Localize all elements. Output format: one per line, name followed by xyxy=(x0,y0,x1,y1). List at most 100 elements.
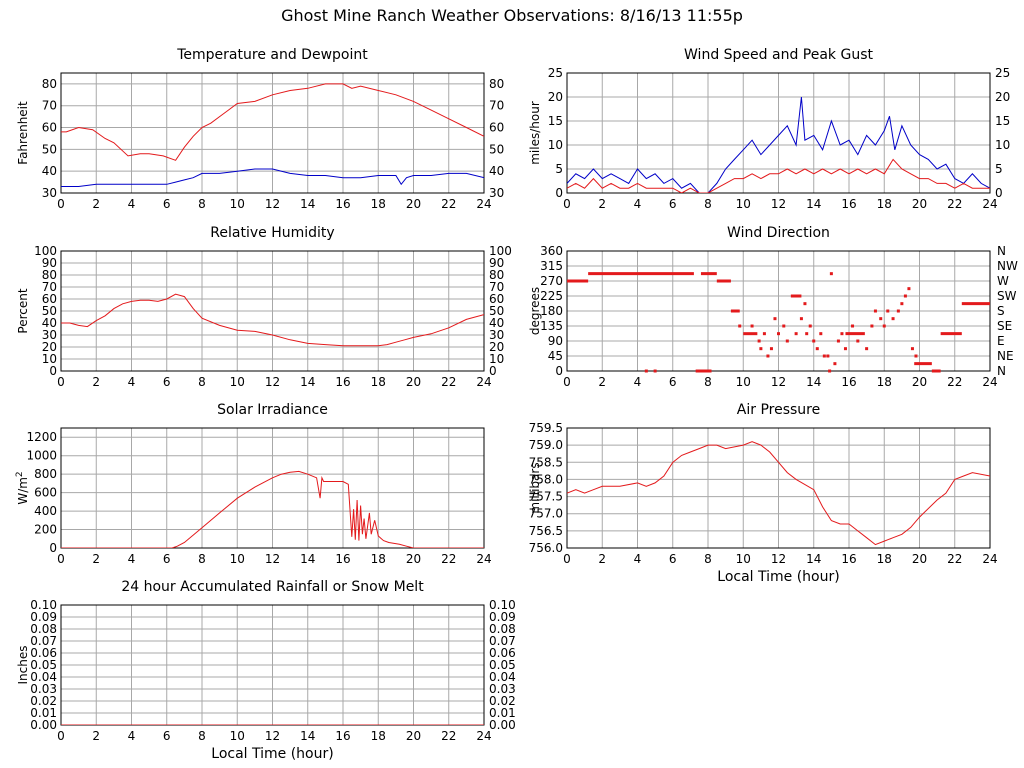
compass-label: NW xyxy=(997,259,1018,273)
direction-point xyxy=(808,324,812,328)
x-tick-label: 6 xyxy=(669,552,677,566)
y-tick-label: 0.10 xyxy=(30,598,57,612)
direction-point xyxy=(805,332,809,336)
x-tick-label: 14 xyxy=(806,375,821,389)
direction-point xyxy=(851,324,855,328)
y-tick-label: 60 xyxy=(42,121,57,135)
x-tick-label: 14 xyxy=(300,729,315,743)
y-tick-label: 0.03 xyxy=(30,682,57,696)
y-tick-label-right: 0.05 xyxy=(489,658,516,672)
series-line xyxy=(61,293,484,347)
y-tick-label-right: 0 xyxy=(995,186,1003,200)
y-tick-label-right: 0.09 xyxy=(489,610,516,624)
chart-title: Temperature and Dewpoint xyxy=(176,47,368,63)
y-axis-label: W/m2 xyxy=(15,471,30,504)
x-tick-label: 20 xyxy=(406,197,421,211)
x-tick-label: 6 xyxy=(163,197,171,211)
x-tick-label: 0 xyxy=(563,375,571,389)
x-tick-label: 2 xyxy=(92,375,100,389)
plot-frame xyxy=(566,72,991,194)
compass-label: S xyxy=(997,304,1005,318)
y-tick-label: 20 xyxy=(42,340,57,354)
direction-point xyxy=(644,369,648,373)
x-tick-label: 10 xyxy=(230,729,245,743)
compass-label: SE xyxy=(997,319,1012,333)
y-tick-label: 5 xyxy=(555,162,563,176)
plot-frame xyxy=(566,250,991,372)
x-tick-label: 8 xyxy=(198,197,206,211)
y-axis-label: Inches xyxy=(16,646,30,685)
chart-title: Relative Humidity xyxy=(210,225,334,241)
x-tick-label: 0 xyxy=(57,375,65,389)
y-tick-label-right: 50 xyxy=(489,304,504,318)
x-tick-label: 6 xyxy=(163,552,171,566)
y-tick-label: 0.01 xyxy=(30,706,57,720)
chart-title: Wind Direction xyxy=(727,225,830,241)
x-tick-label: 6 xyxy=(669,197,677,211)
y-tick-label: 50 xyxy=(42,304,57,318)
y-tick-label: 80 xyxy=(42,77,57,91)
y-tick-label-right: 0.10 xyxy=(489,598,516,612)
y-tick-label: 10 xyxy=(42,352,57,366)
y-tick-label-right: 0.00 xyxy=(489,718,516,732)
y-axis-label-sup: 2 xyxy=(15,471,25,477)
direction-point xyxy=(766,354,770,358)
x-tick-label: 12 xyxy=(265,729,280,743)
direction-point xyxy=(794,332,798,336)
y-tick-label: 15 xyxy=(548,114,563,128)
x-tick-label: 22 xyxy=(947,552,962,566)
x-tick-label: 8 xyxy=(198,375,206,389)
direction-point xyxy=(856,339,860,343)
y-tick-label-right: 40 xyxy=(489,164,504,178)
x-tick-label: 12 xyxy=(771,375,786,389)
x-tick-label: 2 xyxy=(92,197,100,211)
x-tick-label: 2 xyxy=(598,552,606,566)
x-tick-label: 8 xyxy=(704,197,712,211)
direction-point xyxy=(829,272,833,276)
y-tick-label: 80 xyxy=(42,268,57,282)
y-tick-label: 225 xyxy=(540,289,563,303)
x-tick-label: 18 xyxy=(877,552,892,566)
x-tick-label: 6 xyxy=(163,375,171,389)
y-tick-label: 1200 xyxy=(26,430,57,444)
y-axis-label: Fahrenheit xyxy=(16,101,30,165)
y-tick-label-right: 30 xyxy=(489,328,504,342)
y-tick-label: 0.00 xyxy=(30,718,57,732)
y-tick-label-right: 10 xyxy=(995,138,1010,152)
y-tick-label: 759.5 xyxy=(529,421,563,435)
y-tick-label: 0.05 xyxy=(30,658,57,672)
chart-title: Air Pressure xyxy=(737,402,820,418)
x-tick-label: 24 xyxy=(982,197,997,211)
y-tick-label-right: 20 xyxy=(489,340,504,354)
y-tick-label: 70 xyxy=(42,99,57,113)
direction-point xyxy=(769,347,773,351)
compass-label: SW xyxy=(997,289,1017,303)
direction-point xyxy=(738,324,742,328)
rainfall-chart: 24 hour Accumulated Rainfall or Snow Mel… xyxy=(16,579,516,762)
x-tick-label: 16 xyxy=(335,197,350,211)
x-tick-label: 10 xyxy=(736,552,751,566)
y-tick-label: 1000 xyxy=(26,449,57,463)
y-tick-label: 30 xyxy=(42,328,57,342)
x-tick-label: 20 xyxy=(912,552,927,566)
x-tick-label: 22 xyxy=(441,375,456,389)
y-tick-label-right: 70 xyxy=(489,99,504,113)
y-tick-label: 600 xyxy=(34,486,57,500)
x-tick-label: 24 xyxy=(476,197,491,211)
x-tick-label: 10 xyxy=(736,197,751,211)
x-tick-label: 16 xyxy=(841,552,856,566)
x-tick-label: 2 xyxy=(598,197,606,211)
x-tick-label: 0 xyxy=(57,552,65,566)
direction-point xyxy=(833,362,837,366)
y-tick-label: 270 xyxy=(540,274,563,288)
direction-point xyxy=(750,324,754,328)
y-tick-label: 20 xyxy=(548,90,563,104)
x-tick-label: 4 xyxy=(128,552,136,566)
y-tick-label: 759.0 xyxy=(529,438,563,452)
series-line xyxy=(61,470,484,548)
x-tick-label: 4 xyxy=(128,197,136,211)
y-tick-label-right: 60 xyxy=(489,121,504,135)
x-tick-label: 12 xyxy=(265,375,280,389)
y-tick-label: 200 xyxy=(34,523,57,537)
x-tick-label: 24 xyxy=(982,375,997,389)
